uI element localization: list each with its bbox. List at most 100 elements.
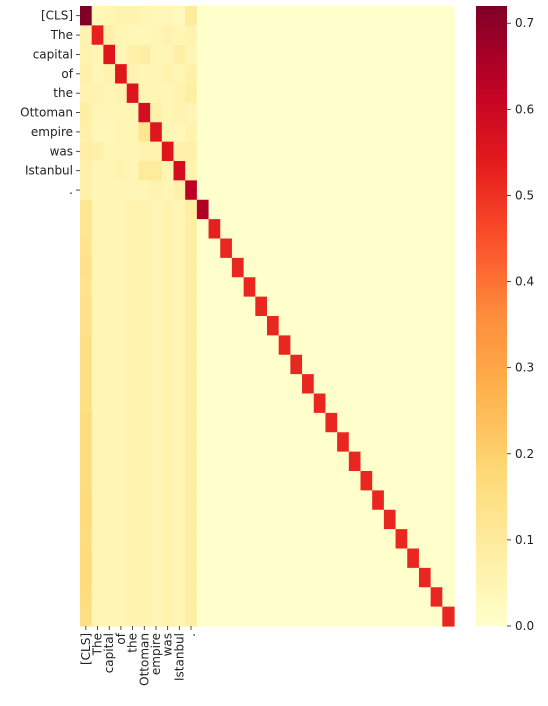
heatmap-cell <box>185 141 198 162</box>
heatmap-cell <box>313 25 327 46</box>
heatmap-cell <box>150 219 163 240</box>
x-tick-label: The <box>91 633 105 656</box>
heatmap-cell <box>255 606 268 627</box>
heatmap-cell <box>430 393 443 414</box>
heatmap-cell <box>290 122 303 143</box>
heatmap-cell <box>150 490 163 511</box>
heatmap-cell <box>103 354 116 375</box>
heatmap-cell <box>173 374 186 395</box>
heatmap-cell <box>418 529 432 550</box>
heatmap-cell <box>267 199 280 220</box>
heatmap-cell <box>442 374 455 395</box>
heatmap-cell <box>220 257 233 278</box>
heatmap-cell <box>150 509 163 530</box>
heatmap-cell <box>430 44 443 65</box>
heatmap-cell <box>372 257 385 278</box>
heatmap-cell <box>302 471 315 491</box>
heatmap-cell <box>91 44 104 65</box>
heatmap-cell <box>243 83 256 104</box>
heatmap-cell <box>302 451 315 472</box>
heatmap-cell <box>418 335 432 356</box>
heatmap-cell <box>395 432 408 453</box>
heatmap-cell <box>395 238 408 259</box>
heatmap-cell <box>442 335 455 356</box>
heatmap-cell <box>372 548 385 569</box>
heatmap-cell <box>243 238 256 259</box>
heatmap-cell <box>290 257 303 278</box>
heatmap-cell <box>255 335 268 356</box>
heatmap-cell <box>313 180 327 201</box>
heatmap-cell <box>243 567 256 588</box>
colorbar-gradient <box>476 6 507 626</box>
heatmap-cell <box>395 451 408 472</box>
heatmap-cell <box>360 354 373 375</box>
heatmap-cell <box>196 567 210 588</box>
heatmap-cell <box>173 180 186 201</box>
heatmap-cell <box>383 25 397 46</box>
heatmap-cell <box>430 316 443 336</box>
heatmap-cell <box>138 199 151 220</box>
heatmap-cell <box>418 451 432 472</box>
heatmap-cell <box>407 122 420 143</box>
heatmap-cell <box>313 432 327 453</box>
heatmap-cell <box>185 432 198 453</box>
heatmap-cell <box>161 83 175 104</box>
heatmap-cell <box>290 509 303 530</box>
heatmap-cell <box>196 161 210 181</box>
heatmap-cell <box>150 412 163 433</box>
heatmap-cell <box>290 199 303 220</box>
heatmap-cell <box>348 25 362 46</box>
heatmap-cell <box>395 180 408 201</box>
heatmap-cell <box>196 257 210 278</box>
heatmap-cell <box>150 432 163 453</box>
heatmap-cell <box>208 335 221 356</box>
heatmap-cell <box>290 6 303 26</box>
heatmap-cell <box>150 296 163 317</box>
heatmap-cell <box>290 529 303 550</box>
heatmap-cell <box>325 451 338 472</box>
heatmap-cell <box>196 296 210 317</box>
heatmap-cell <box>372 393 385 414</box>
heatmap-cell <box>337 25 350 46</box>
heatmap-cell <box>442 277 455 298</box>
heatmap-cell <box>407 354 420 375</box>
heatmap-cell <box>337 606 350 627</box>
heatmap-cell <box>208 257 221 278</box>
heatmap-cell <box>395 548 408 569</box>
heatmap-cell <box>442 161 455 181</box>
heatmap-cell <box>302 587 315 608</box>
heatmap-cell <box>407 606 420 627</box>
heatmap-cell <box>185 122 198 143</box>
heatmap-cell <box>185 471 198 491</box>
heatmap-cell <box>325 6 338 26</box>
heatmap-cell <box>138 606 151 627</box>
heatmap-cell <box>430 412 443 433</box>
heatmap-cell <box>278 335 291 356</box>
heatmap-cell <box>442 238 455 259</box>
heatmap-cell <box>407 161 420 181</box>
heatmap-cell <box>80 83 93 104</box>
heatmap-cell <box>126 606 140 627</box>
heatmap-cell <box>243 354 256 375</box>
heatmap-cell <box>442 83 455 104</box>
heatmap-cell <box>161 567 175 588</box>
heatmap-cell <box>103 374 116 395</box>
heatmap-cell <box>91 548 104 569</box>
heatmap-cell <box>243 44 256 65</box>
heatmap-cell <box>231 83 245 104</box>
heatmap-cell <box>115 238 128 259</box>
heatmap-cell <box>185 587 198 608</box>
heatmap-cell <box>290 44 303 65</box>
heatmap-cell <box>337 509 350 530</box>
heatmap-cell <box>290 548 303 569</box>
heatmap-cell <box>325 471 338 491</box>
heatmap-cell <box>302 6 315 26</box>
heatmap-cell <box>126 335 140 356</box>
heatmap-cell <box>313 64 327 85</box>
heatmap-cell <box>372 64 385 85</box>
heatmap-cell <box>290 219 303 240</box>
heatmap-cell <box>430 83 443 104</box>
heatmap-cell <box>138 25 151 46</box>
heatmap-cell <box>161 335 175 356</box>
